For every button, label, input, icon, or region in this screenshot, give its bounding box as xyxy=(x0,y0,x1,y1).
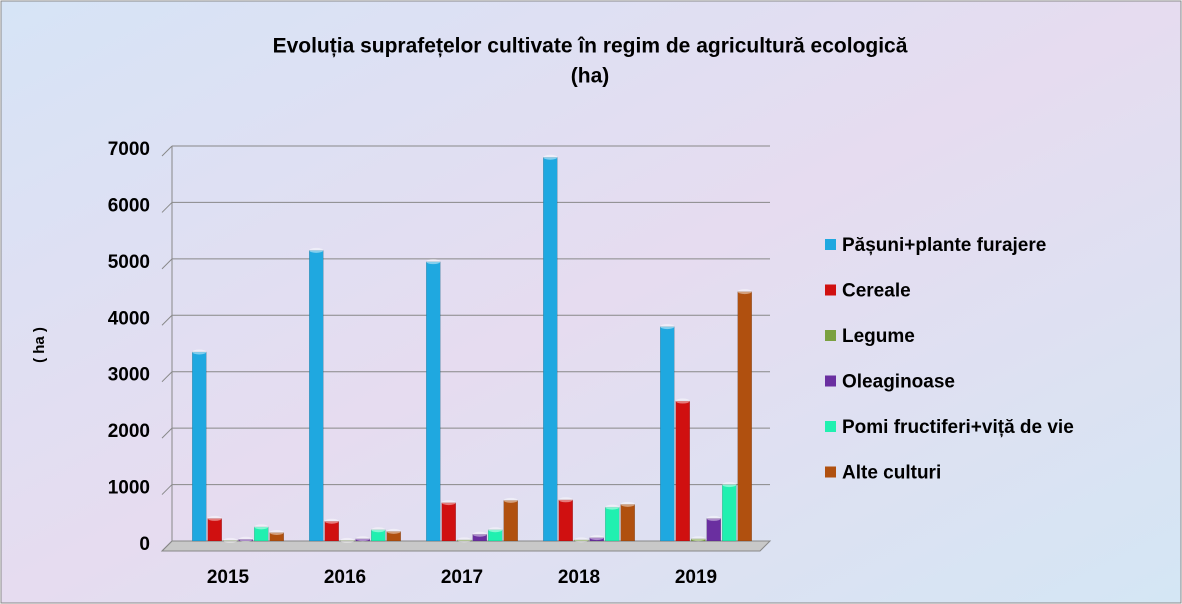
bar xyxy=(207,518,222,542)
bar-cap xyxy=(309,247,324,253)
bar xyxy=(457,539,472,542)
bar-cap xyxy=(371,527,386,533)
bar-cap xyxy=(238,536,253,542)
bar-cap xyxy=(192,349,207,355)
y-tick-label: 0 xyxy=(139,534,150,555)
y-tick-label: 3000 xyxy=(108,365,150,386)
y-tick-label: 7000 xyxy=(108,139,150,160)
legend-label: Legume xyxy=(842,326,915,347)
legend-label: Oleaginoase xyxy=(842,372,955,393)
chart-title: Evoluția suprafețelor cultivate în regim… xyxy=(273,35,908,58)
bar-cap xyxy=(386,528,401,534)
bar xyxy=(620,504,635,542)
legend-label: Pășuni+plante furajere xyxy=(842,235,1046,256)
bar xyxy=(254,526,269,542)
bar xyxy=(426,261,441,542)
legend-label: Pomi fructiferi+viță de vie xyxy=(842,417,1074,438)
bar-cap xyxy=(691,536,706,542)
bar-cap xyxy=(441,500,456,506)
y-axis-label: ( ha ) xyxy=(31,327,48,363)
bar-cap xyxy=(457,537,472,543)
x-tick-label: 2018 xyxy=(558,567,600,588)
bar-cap xyxy=(355,536,370,542)
bar xyxy=(691,538,706,542)
legend-swatch xyxy=(825,284,836,296)
bar xyxy=(441,502,456,542)
legend-swatch xyxy=(825,421,836,432)
bar xyxy=(543,157,558,542)
bar-cap xyxy=(660,324,675,330)
grid-line xyxy=(161,258,173,270)
grid-line xyxy=(161,540,173,552)
bar-cap xyxy=(488,527,503,533)
bar-cap xyxy=(340,537,355,543)
bar-cap xyxy=(207,515,222,521)
x-tick-label: 2017 xyxy=(441,567,483,588)
bar-cap xyxy=(675,398,690,404)
legend-label: Alte culturi xyxy=(842,463,941,484)
y-tick-label: 6000 xyxy=(108,195,150,216)
floor xyxy=(160,540,772,552)
bar-cap xyxy=(737,289,752,295)
bar-cap xyxy=(543,154,558,160)
bar xyxy=(386,531,401,542)
bar xyxy=(472,533,487,542)
bar xyxy=(371,529,386,542)
legend-swatch xyxy=(825,330,836,341)
bar xyxy=(706,518,721,542)
y-tick-label: 1000 xyxy=(108,478,150,499)
y-tick-label: 5000 xyxy=(108,252,150,273)
chart-title: (ha) xyxy=(571,65,610,88)
bar-cap xyxy=(620,501,635,507)
bar-cap xyxy=(558,497,573,503)
x-tick-label: 2019 xyxy=(675,567,717,588)
bar xyxy=(340,540,355,542)
bar-cap xyxy=(269,530,284,536)
bar-cap xyxy=(605,504,620,510)
y-tick-label: 4000 xyxy=(108,308,150,329)
grid-line xyxy=(161,371,173,383)
bar xyxy=(309,250,324,542)
bar xyxy=(238,539,253,542)
bar xyxy=(675,400,690,542)
bar xyxy=(324,521,339,542)
bar xyxy=(503,500,518,542)
y-tick-label: 2000 xyxy=(108,421,150,442)
bar-cap xyxy=(706,515,721,521)
bar xyxy=(488,529,503,542)
bar-cap xyxy=(589,535,604,541)
legend-swatch xyxy=(825,239,836,250)
bar xyxy=(355,538,370,542)
bar-cap xyxy=(254,524,269,530)
bar-cap xyxy=(324,518,339,524)
grid-line xyxy=(161,202,173,213)
grid-line xyxy=(161,314,173,326)
x-tick-label: 2016 xyxy=(324,567,366,588)
legend-swatch xyxy=(825,466,836,478)
grid-line xyxy=(161,484,173,495)
bar-cap xyxy=(722,482,737,488)
bar xyxy=(269,532,284,542)
grid-line xyxy=(161,427,173,439)
bar xyxy=(589,537,604,542)
bar xyxy=(223,540,238,542)
bar xyxy=(605,506,620,542)
bar xyxy=(737,291,752,542)
bar xyxy=(192,351,207,542)
bar-cap xyxy=(503,497,518,503)
bar-cap xyxy=(574,537,589,543)
x-tick-label: 2015 xyxy=(207,567,250,588)
bar-cap xyxy=(426,259,441,265)
bar-cap xyxy=(223,537,238,543)
bar xyxy=(722,484,737,542)
bar xyxy=(574,539,589,542)
bar xyxy=(660,326,675,542)
legend-swatch xyxy=(825,375,836,387)
legend-label: Cereale xyxy=(842,281,911,302)
bar xyxy=(558,499,573,542)
bar-cap xyxy=(472,531,487,537)
grid-line xyxy=(161,145,173,157)
